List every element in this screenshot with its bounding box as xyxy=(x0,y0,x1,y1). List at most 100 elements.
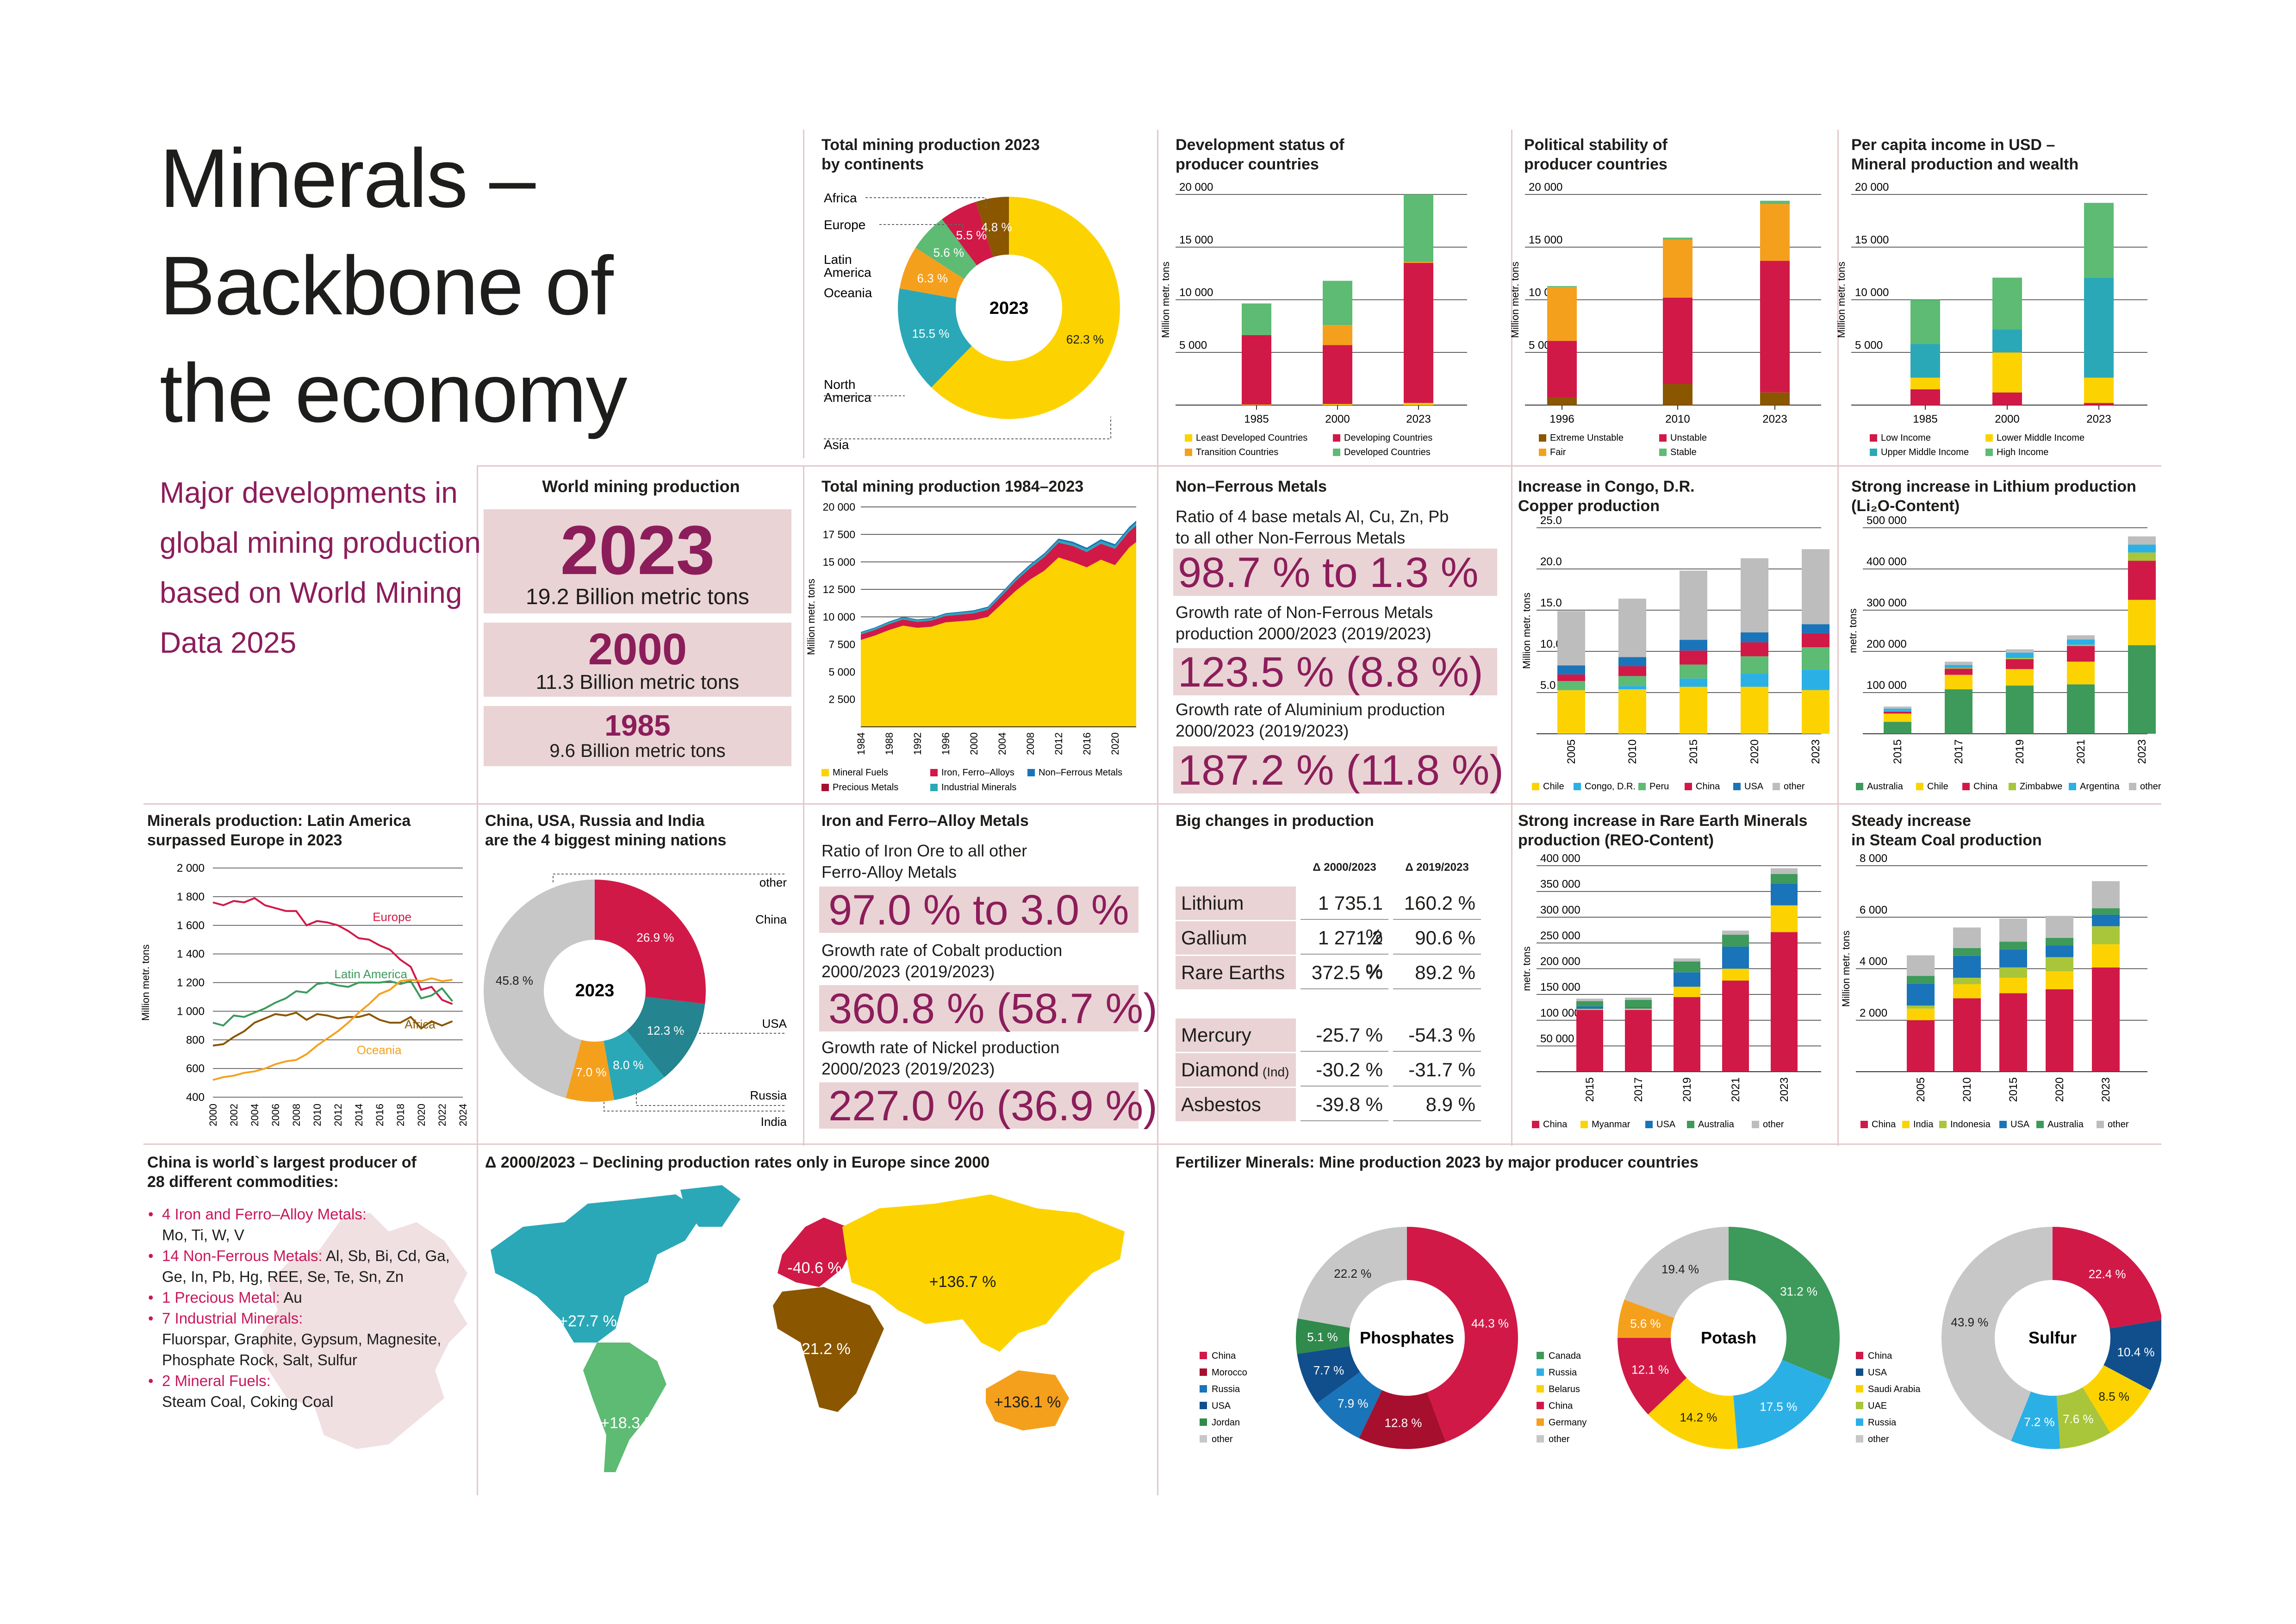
nations-label-russia: Russia xyxy=(750,1088,787,1102)
political-title: Political stability of producer countrie… xyxy=(1524,136,1668,173)
lithium-bar-chile-2015 xyxy=(1884,713,1911,722)
rare-ytick-label: 250 000 xyxy=(1540,930,1580,942)
rare-legend-other: other xyxy=(1763,1119,1784,1130)
lithium-bar-zimbabwe-2021 xyxy=(2067,644,2095,646)
leader-line xyxy=(604,1102,784,1112)
congo-xtick-2023: 2023 xyxy=(1810,739,1822,764)
fert-legend-swatch xyxy=(1856,1385,1863,1393)
lithium-ytick-label: 200 000 xyxy=(1867,638,1907,650)
lithium-bar-argentina-2017 xyxy=(1945,665,1972,668)
congo-bar-other-2023 xyxy=(1802,549,1829,625)
lithium-bar-other-2019 xyxy=(2006,649,2034,653)
divider-v6 xyxy=(803,465,804,1146)
wm-box-1985: 1985 9.6 Billion metric tons xyxy=(484,706,791,766)
lithium-bar-other-2015 xyxy=(1884,706,1911,709)
fert-legend-swatch xyxy=(1200,1368,1207,1376)
big-changes-value-a: -39.8 % xyxy=(1300,1088,1388,1121)
development-xtick-1985: 1985 xyxy=(1244,413,1269,425)
total-legend-mineral-fuels: Mineral Fuels xyxy=(833,768,888,778)
congo-bar-peru-2010 xyxy=(1618,676,1646,686)
map-oceania xyxy=(986,1370,1069,1430)
total-xtick-1984: 1984 xyxy=(855,732,867,755)
income-bar-lower-middle-income-1985 xyxy=(1910,377,1940,389)
coal-bar-india-2020 xyxy=(2046,971,2073,989)
congo-ytick-label: 20.0 xyxy=(1540,556,1562,568)
latam-label-africa: Africa xyxy=(404,1018,436,1031)
fert-legend-germany: Germany xyxy=(1549,1418,1587,1428)
lithium-legend-zimbabwe: Zimbabwe xyxy=(2020,781,2062,792)
rare-bar-china-2021 xyxy=(1722,981,1749,1072)
development-legend-swatch-developing-countries xyxy=(1333,434,1340,442)
rare-ytick-label: 150 000 xyxy=(1540,981,1580,993)
lithium-bar-zimbabwe-2023 xyxy=(2128,552,2156,561)
coal-bar-china-2010 xyxy=(1953,998,1981,1072)
lithium-bar-argentina-2021 xyxy=(2067,639,2095,645)
fert-potash-pct-russia: 17.5 % xyxy=(1760,1399,1797,1413)
rare-legend-china: China xyxy=(1543,1119,1568,1130)
lithium-bar-china-2017 xyxy=(1945,668,1972,675)
latam-xtick-2000: 2000 xyxy=(207,1104,219,1126)
nonferrous-value1: 98.7 % to 1.3 % xyxy=(1178,549,1479,596)
china-map-shape xyxy=(259,1213,467,1449)
fert-sulfur-slice-russia xyxy=(2011,1391,2060,1449)
fert-sulfur-pct-china: 22.4 % xyxy=(2089,1267,2126,1281)
congo-bar-congo-d-r-2005 xyxy=(1557,689,1585,690)
nonferrous-box1 xyxy=(1173,549,1497,596)
total-xtick-2000: 2000 xyxy=(968,732,980,755)
income-legend-low-income: Low Income xyxy=(1881,433,1931,443)
congo-legend-swatch-peru xyxy=(1638,783,1646,790)
lithium-bar-other-2017 xyxy=(1945,662,1972,665)
fert-potash-slice-canada xyxy=(1729,1227,1840,1380)
coal-legend-swatch-china xyxy=(1860,1121,1868,1128)
fert-legend-russia: Russia xyxy=(1549,1368,1577,1378)
big-changes-value-a: 372.5 % xyxy=(1300,956,1388,989)
bullet-dot: • xyxy=(148,1372,154,1389)
lithium-bar-chile-2019 xyxy=(2006,669,2034,686)
latam-xtick-2012: 2012 xyxy=(332,1104,344,1126)
lithium-title: Strong increase in Lithium production (L… xyxy=(1851,478,2136,515)
congo-legend-china: China xyxy=(1696,781,1720,792)
coal-bar-india-2023 xyxy=(2092,944,2120,968)
lithium-legend-argentina: Argentina xyxy=(2080,781,2120,792)
fert-phosphates-pct-other: 22.2 % xyxy=(1334,1267,1371,1280)
china-item-5-body: Steam Coal, Coking Coal xyxy=(162,1393,334,1410)
total-ytick-label: 20 000 xyxy=(823,501,855,513)
rare-ytick-label: 400 000 xyxy=(1540,852,1580,865)
map-africa xyxy=(773,1287,884,1412)
congo-bar-other-2020 xyxy=(1741,558,1768,633)
coal-bar-indonesia-2005 xyxy=(1907,1006,1935,1009)
lithium-bar-china-2015 xyxy=(1884,711,1911,714)
wm-year-2000: 2000 xyxy=(588,625,687,674)
income-legend-high-income: High Income xyxy=(1997,447,2048,457)
congo-bar-chile-2015 xyxy=(1680,687,1707,734)
leader-line xyxy=(879,224,963,231)
development-ylabel: Million metr. tons xyxy=(1160,262,1171,338)
income-ytick-label: 20 000 xyxy=(1855,181,1889,194)
divider-v2 xyxy=(1157,130,1158,1495)
latam-line-africa xyxy=(212,1012,453,1047)
latam-ytick-label: 1 600 xyxy=(177,919,205,932)
lithium-legend-swatch-other xyxy=(2129,783,2136,790)
total-legend-swatch-non-ferrous-metals xyxy=(1027,769,1035,776)
ironferro-label2: Growth rate of Cobalt production 2000/20… xyxy=(821,941,1063,981)
coal-ytick-label: 4 000 xyxy=(1860,956,1887,968)
rare-xtick-2017: 2017 xyxy=(1632,1077,1645,1102)
total-ytick-label: 17 500 xyxy=(823,528,855,540)
development-ytick-label: 20 000 xyxy=(1179,181,1213,194)
fert-legend-swatch xyxy=(1856,1352,1863,1359)
latam-line-latin-america xyxy=(212,980,454,1027)
latam-xtick-2024: 2024 xyxy=(457,1104,469,1126)
fert-legend-swatch xyxy=(1200,1385,1207,1393)
political-legend-swatch-extreme-unstable xyxy=(1539,434,1546,442)
coal-bar-indonesia-2020 xyxy=(2046,957,2073,972)
rare-legend-swatch-china xyxy=(1532,1121,1539,1128)
congo-bar-chile-2010 xyxy=(1618,689,1646,734)
political-legend-swatch-fair xyxy=(1539,449,1546,456)
world-map: +27.7 % +18.3 % -40.6 % +21.2 % +136.7 %… xyxy=(491,1185,1125,1472)
rare-bar-other-2017 xyxy=(1625,997,1652,1000)
lithium-chart: 100 000 200 000 300 000 400 000 500 000 metr.… xyxy=(1847,514,2161,792)
rare-xtick-2019: 2019 xyxy=(1681,1077,1693,1102)
latam-ytick-label: 600 xyxy=(186,1062,205,1075)
lithium-legend-china: China xyxy=(1973,781,1998,792)
china-item-1-head: 4 Iron and Ferro–Alloy Metals: xyxy=(162,1206,367,1223)
